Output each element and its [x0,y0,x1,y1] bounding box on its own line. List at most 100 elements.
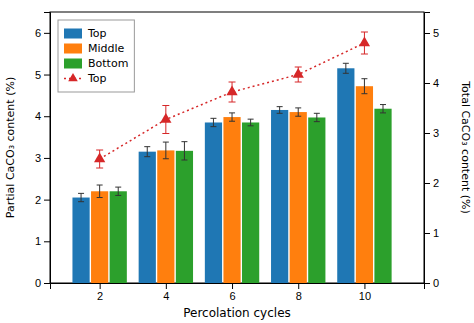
bar [110,191,127,283]
error-bar [279,107,280,114]
tick: 6 [35,27,50,39]
error-cap [248,119,254,120]
tick-mark [100,283,101,289]
tick: 6 [229,283,235,302]
marks [72,32,391,283]
legend-frame [58,20,134,92]
error-cap [97,185,103,186]
tick-mark [44,75,50,76]
bar-series [110,105,392,283]
marker [293,68,304,78]
tick-label: 6 [35,27,41,39]
bar [223,117,240,283]
bar [337,68,354,283]
y2-axis-title: Total CaCO₃ content (%) [459,80,472,214]
tick-mark [424,233,430,234]
bar [271,110,288,283]
error-bar [213,118,214,126]
tick-label: 0 [35,277,41,289]
bar [205,122,222,283]
tick: 4 [35,110,50,122]
tick-mark [298,283,299,289]
tick-label: 10 [359,290,371,302]
error-cap [361,32,368,33]
legend-marker [68,73,78,81]
tick-mark [44,33,50,34]
chart: 2468100123456012345Percolation cyclesPar… [0,0,474,323]
tick-mark [424,283,430,284]
tick: 1 [35,235,50,247]
tick-mark [424,33,430,34]
error-bar [147,147,148,157]
tick: 4 [424,77,439,89]
tick-mark [44,283,50,284]
error-cap [229,102,236,103]
tick-mark [44,241,50,242]
y-axis-title: Partial CaCO₃ content (%) [4,77,17,218]
tick: 1 [424,227,439,239]
bar [356,86,373,283]
error-cap [96,150,103,151]
error-bar [383,105,384,113]
tick-label: 3 [433,127,439,139]
error-cap [343,63,349,64]
error-cap [295,116,301,117]
error-cap [314,121,320,122]
tick-mark [232,283,233,289]
error-cap [96,168,103,169]
y-axis-line [44,13,51,284]
tick-label: 5 [35,69,41,81]
error-cap [115,195,121,196]
y-axis: 0 1 2 3 4 5 6 [35,13,51,290]
error-cap [78,201,84,202]
error-cap [181,141,187,142]
tick-mark [44,116,50,117]
tick-label: 0 [433,277,439,289]
bar [242,122,259,283]
bar [176,151,193,283]
tick-label: 4 [163,290,169,302]
error-cap [361,54,368,55]
tick-mark [424,83,430,84]
legend-label: Top [87,72,107,85]
marker [359,36,370,46]
bar [290,112,307,283]
error-cap [248,125,254,126]
error-cap [210,126,216,127]
tick-label: 8 [296,290,302,302]
error-cap [295,67,302,68]
bar [91,191,108,283]
error-cap [277,106,283,107]
error-cap [229,82,236,83]
error-cap [343,73,349,74]
tick-mark [424,183,430,184]
tick-mark [364,283,365,289]
error-bar [118,187,119,195]
tick-label: 4 [433,77,439,89]
error-cap [97,197,103,198]
tick-mark [166,283,167,289]
tick: 3 [424,127,439,139]
tick: 0 [424,277,439,289]
bar [308,117,325,283]
tick-label: 3 [35,152,41,164]
error-cap [229,121,235,122]
tick: 3 [35,152,50,164]
error-cap [144,156,150,157]
error-cap [162,105,169,106]
tick: 2 [97,283,103,302]
error-cap [163,158,169,159]
marker [226,85,237,95]
tick-label: 6 [229,290,235,302]
error-cap [361,78,367,79]
error-bar [81,193,82,201]
error-cap [295,107,301,108]
x-axis: 2 4 6 8 10 [51,283,425,302]
y2-axis-line [425,13,431,284]
marker [160,113,171,123]
legend-swatch [64,44,82,54]
error-bar [250,119,251,126]
tick: 2 [35,194,50,206]
tick: 5 [35,69,50,81]
error-bar [364,79,365,94]
